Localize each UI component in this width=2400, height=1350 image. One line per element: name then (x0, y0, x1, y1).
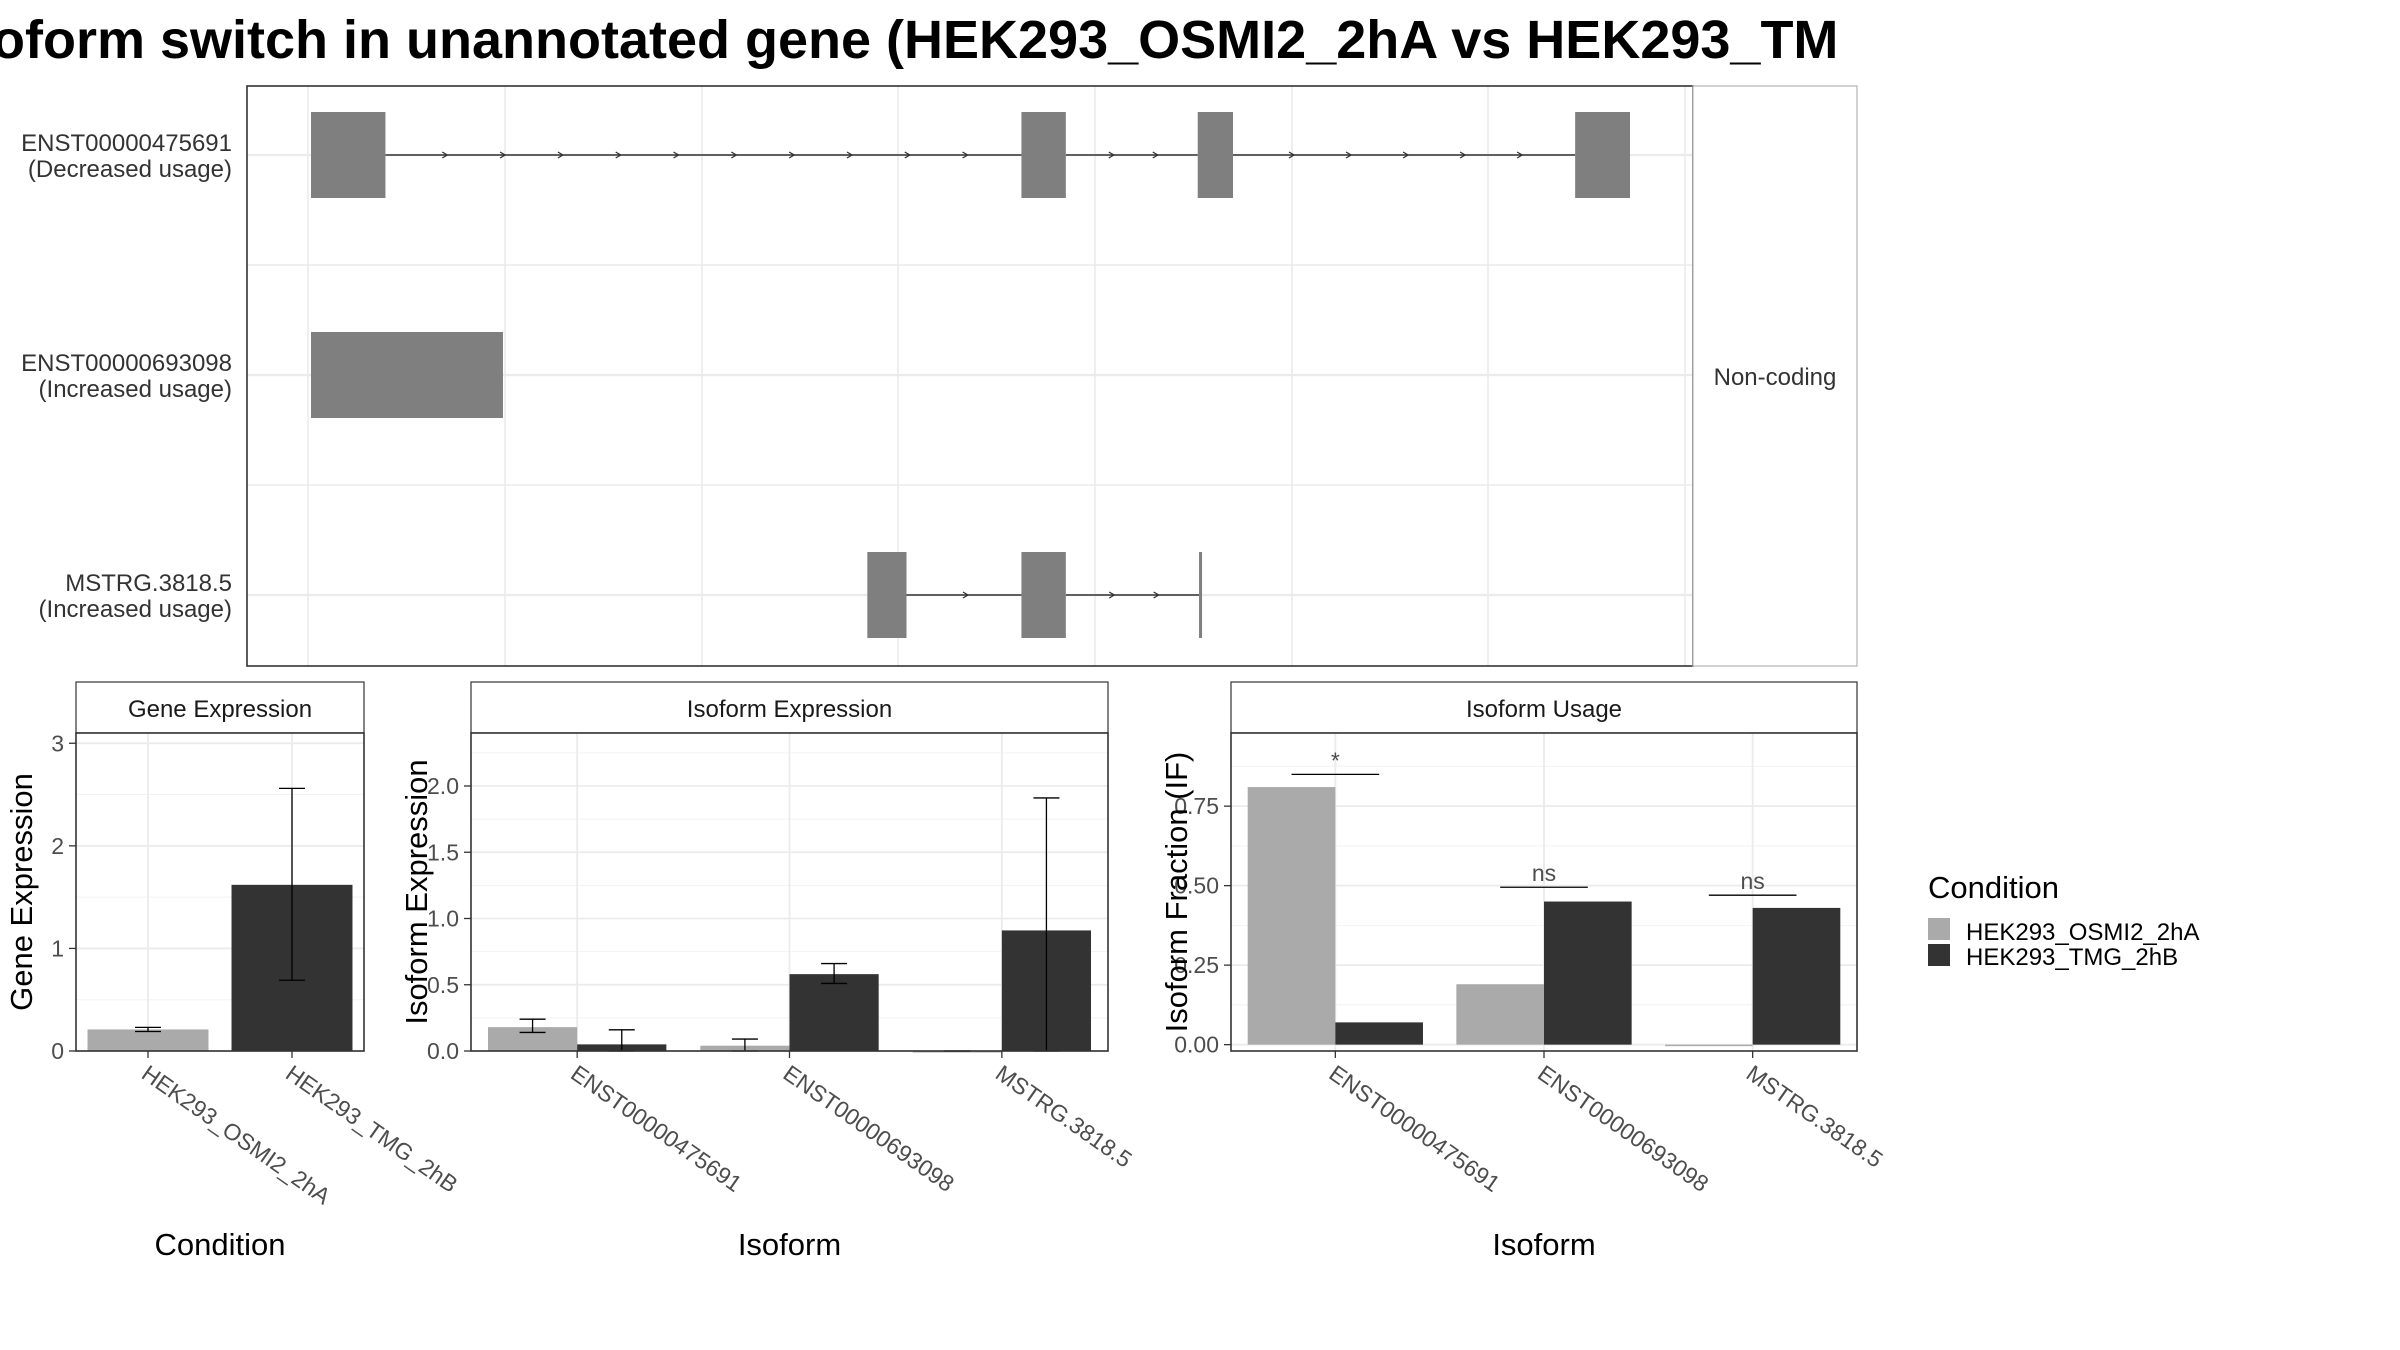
y-tick-label: 0.5 (427, 972, 459, 998)
intron-arrow (1516, 151, 1524, 159)
legend-label-osmi2: HEK293_OSMI2_2hA (1966, 919, 2199, 946)
panel-title: Isoform Expression (687, 696, 892, 723)
bar (789, 974, 879, 1051)
transcript-strip-label: Non-coding (1714, 364, 1837, 391)
y-tick-label: 2.0 (427, 773, 459, 799)
bar-panel-3: Isoform Usage 0.00 0.25 0.50 0.75 * ns ns ENST00… (1159, 681, 1888, 1262)
bar (487, 1027, 578, 1051)
panel-title: Gene Expression (128, 696, 312, 723)
intron-arrow (846, 151, 854, 159)
bar (1665, 1044, 1753, 1047)
significance-label: ns (1532, 860, 1556, 886)
bar-panel-2: Isoform Expression 0.0 0.5 1.0 1.5 2.0 ENST000… (399, 681, 1137, 1262)
exon (1021, 552, 1066, 638)
transcript-usage: (Increased usage) (39, 596, 232, 623)
y-tick-label: 0.0 (427, 1038, 459, 1064)
intron-arrow (731, 151, 738, 159)
panel-strip (75, 681, 365, 734)
x-tick-label: ENST00000475691 (566, 1060, 746, 1197)
transcript-name: MSTRG.3818.5 (65, 570, 232, 597)
panel-strip (1230, 681, 1858, 734)
intron-arrow (1459, 151, 1467, 159)
legend-title: Condition (1928, 870, 2059, 905)
intron-arrow (1402, 151, 1410, 159)
x-axis-title: Isoform (738, 1227, 841, 1262)
panel-strip (470, 681, 1109, 734)
y-tick-label: 0.75 (1174, 793, 1219, 819)
y-axis-title: Gene Expression (4, 773, 39, 1011)
transcript-usage: (Increased usage) (39, 376, 232, 403)
transcript-marks (311, 112, 1630, 638)
intron-arrow (673, 151, 680, 159)
legend: Condition HEK293_OSMI2_2hA HEK293_TMG_2h… (1928, 870, 2199, 971)
intron-arrow (1153, 591, 1160, 599)
intron-arrow (1108, 151, 1116, 159)
y-axis-title: Isoform Fraction (IF) (1159, 752, 1194, 1033)
legend-swatch-osmi2 (1928, 918, 1950, 940)
intron-arrow (962, 591, 970, 599)
y-tick-label: 0.50 (1174, 873, 1219, 899)
plot-border (75, 732, 365, 1052)
transcript-strip (1692, 85, 1858, 667)
x-axis-title: Isoform (1492, 1227, 1595, 1262)
x-axis-title: Condition (155, 1227, 286, 1262)
exon (1575, 112, 1630, 198)
exon (1197, 112, 1233, 198)
exon (1199, 552, 1203, 638)
significance-label: * (1331, 747, 1340, 773)
y-tick-label: 0.00 (1174, 1032, 1219, 1058)
bar (1335, 1022, 1423, 1045)
intron-arrow (788, 151, 796, 159)
y-tick-label: 2 (51, 833, 64, 859)
y-tick-label: 3 (51, 730, 64, 756)
intron-arrow (962, 151, 969, 159)
significance-label: ns (1741, 868, 1765, 894)
intron-arrow (441, 151, 449, 159)
transcript-panel: Non-coding ENST00000475691(Decreased usa… (21, 85, 1858, 667)
x-tick-label: MSTRG.3818.5 (991, 1060, 1137, 1173)
y-tick-label: 0.25 (1174, 952, 1219, 978)
intron-arrow (499, 151, 507, 159)
transcript-labels: ENST00000475691(Decreased usage) ENST0000… (21, 130, 232, 623)
exon (867, 552, 907, 638)
transcript-usage: (Decreased usage) (28, 156, 232, 183)
transcript-name: ENST00000693098 (21, 350, 232, 377)
legend-label-tmg: HEK293_TMG_2hB (1966, 944, 2178, 971)
transcript-name: ENST00000475691 (21, 130, 232, 157)
x-tick-label: ENST00000475691 (1324, 1060, 1504, 1197)
exon (311, 112, 386, 198)
exon (1021, 112, 1066, 198)
y-tick-label: 1.0 (427, 906, 459, 932)
exon (311, 332, 503, 418)
figure-title: oform switch in unannotated gene (HEK293… (0, 10, 1838, 70)
bar (1247, 787, 1336, 1045)
legend-swatch-tmg (1928, 944, 1950, 966)
bar-panels: Gene Expression0123HEK293_OSMI2_2hAHEK29… (4, 681, 1888, 1262)
y-tick-label: 0 (51, 1038, 64, 1064)
bar-panel-1: Gene Expression0123HEK293_OSMI2_2hAHEK29… (4, 681, 463, 1262)
panel-title: Isoform Usage (1466, 696, 1622, 723)
intron-arrow (1345, 151, 1353, 159)
bar (1456, 984, 1544, 1045)
bar (1544, 901, 1632, 1045)
x-tick-label: ENST00000693098 (779, 1060, 959, 1197)
intron-arrow (557, 151, 565, 159)
y-tick-label: 1 (51, 935, 64, 961)
intron-arrow (1288, 151, 1296, 159)
intron-arrow (1108, 591, 1116, 599)
intron-arrow (904, 151, 912, 159)
bar (87, 1029, 209, 1051)
intron-arrow (615, 151, 622, 159)
intron-arrow (1152, 151, 1160, 159)
y-tick-label: 1.5 (427, 839, 459, 865)
x-tick-label: MSTRG.3818.5 (1742, 1060, 1888, 1173)
y-axis-title: Isoform Expression (399, 759, 434, 1024)
x-tick-label: ENST00000693098 (1533, 1060, 1713, 1197)
bar (1752, 907, 1841, 1045)
